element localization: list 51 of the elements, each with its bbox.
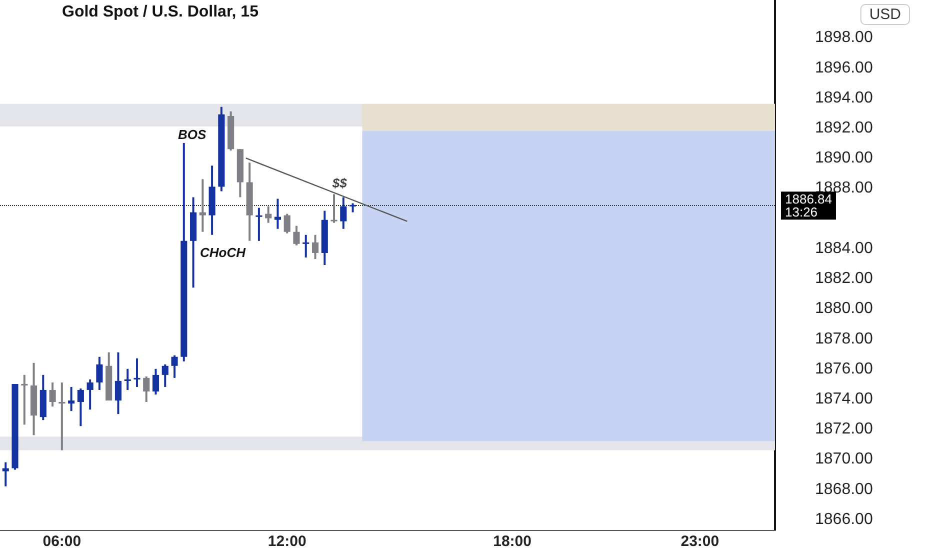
- x-tick-label: 12:00: [268, 533, 306, 550]
- x-tick-label: 06:00: [42, 533, 82, 550]
- candlestick: [171, 354, 178, 379]
- y-tick-label: 1866.00: [815, 510, 873, 528]
- candlestick: [114, 351, 122, 416]
- candlestick: [265, 205, 272, 224]
- y-tick-label: 1898.00: [815, 29, 873, 46]
- y-tick-label: 1868.00: [815, 480, 873, 498]
- candlestick: [256, 206, 262, 242]
- candlestick: [2, 461, 9, 488]
- candlestick: [143, 375, 150, 404]
- candlestick: [330, 193, 338, 224]
- chart-title: Gold Spot / U.S. Dollar, 15: [62, 4, 259, 20]
- annotation: BOS: [178, 127, 206, 142]
- annotation: $$: [331, 176, 348, 191]
- y-tick-label: 1882.00: [815, 270, 873, 288]
- annotation: CHoCH: [200, 245, 246, 260]
- candlestick: [21, 374, 28, 426]
- y-tick-label: 1894.00: [815, 89, 873, 106]
- candlestick: [199, 178, 206, 233]
- y-tick-label: 1870.00: [815, 450, 873, 468]
- y-tick-label: 1884.00: [815, 240, 873, 257]
- candlestick: [284, 212, 290, 234]
- candlestick: [274, 198, 282, 230]
- y-tick-label: 1878.00: [815, 330, 873, 348]
- candlestick: [96, 356, 103, 391]
- y-tick-label: 1890.00: [815, 150, 873, 167]
- x-tick-label: 23:00: [680, 533, 720, 550]
- candlestick: [312, 234, 319, 260]
- candlestick: [134, 357, 140, 388]
- candlestick: [162, 363, 168, 388]
- candlestick: [302, 234, 310, 258]
- candlestick: [86, 378, 94, 411]
- candlestick: [68, 386, 75, 412]
- candlestick: [58, 381, 66, 452]
- candlestick: [49, 381, 56, 408]
- y-tick-label: 1880.00: [815, 300, 873, 318]
- candlestick: [124, 368, 131, 391]
- x-tick-label: 18:00: [493, 533, 532, 550]
- candlestick: [77, 387, 84, 428]
- candlestick: [340, 196, 347, 230]
- y-tick-label: 1872.00: [815, 420, 873, 438]
- text: USD: [869, 6, 902, 23]
- text: 13:26: [785, 204, 818, 220]
- y-tick-label: 1896.00: [815, 59, 873, 76]
- candlestick: [350, 202, 356, 214]
- y-tick-label: 1892.00: [815, 119, 873, 136]
- candlestick: [152, 368, 160, 396]
- y-tick-label: 1876.00: [815, 360, 873, 378]
- y-tick-label: 1874.00: [815, 390, 873, 408]
- candlestick: [293, 224, 300, 246]
